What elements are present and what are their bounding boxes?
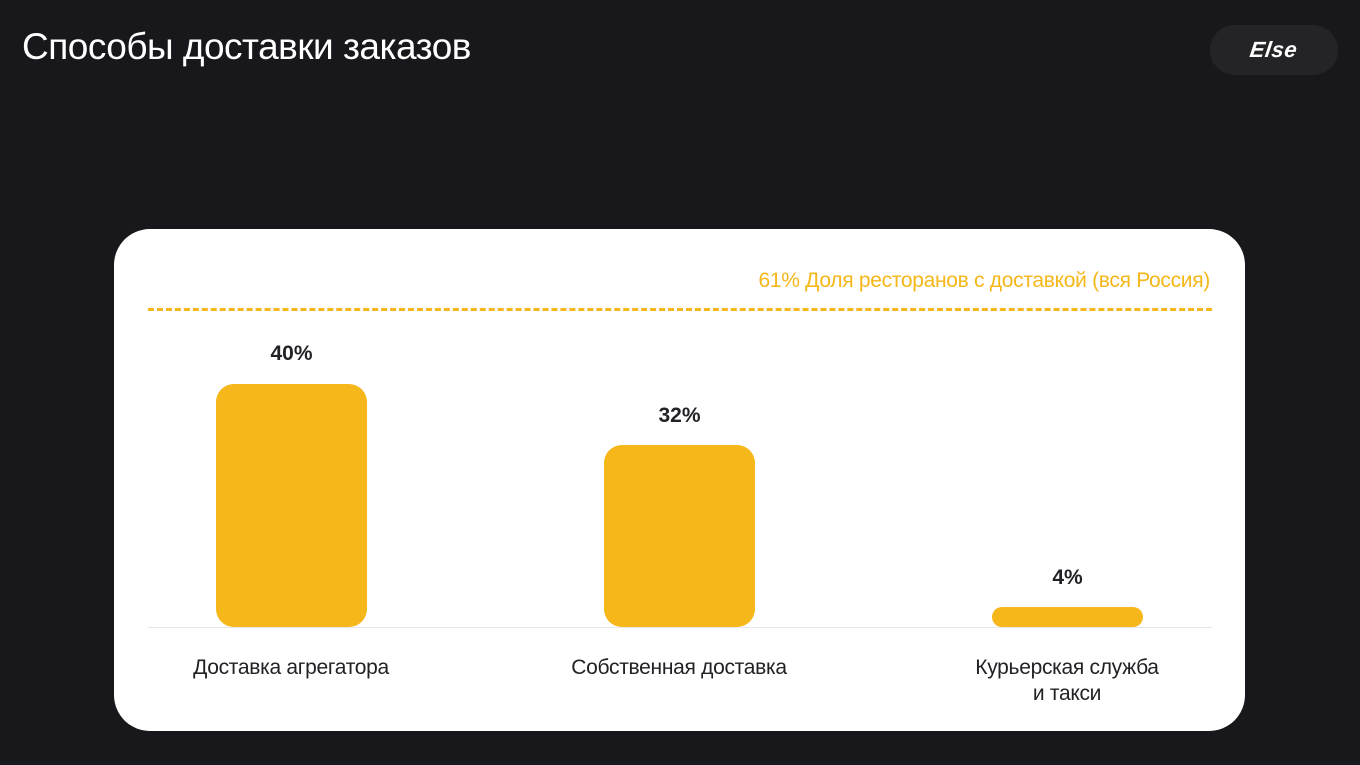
page-title: Способы доставки заказов: [22, 26, 471, 67]
category-label-own: Собственная доставка: [571, 656, 787, 679]
category-label-courier: Курьерская служба и такси: [975, 656, 1159, 705]
bar-courier-taxi: [992, 607, 1143, 627]
bar-group-courier: 4%: [992, 229, 1143, 627]
reference-line: [148, 308, 1212, 311]
bar-value-label: 32%: [658, 404, 701, 427]
bar-value-label: 4%: [1052, 566, 1083, 589]
brand-logo-badge: Else: [1210, 25, 1338, 75]
bar-group-aggregator: 40%: [216, 229, 367, 627]
brand-logo-text: Else: [1248, 37, 1300, 62]
bar-aggregator-delivery: [216, 384, 367, 627]
x-axis-baseline: [148, 627, 1212, 628]
reference-line-label: 61% Доля ресторанов с доставкой (вся Рос…: [758, 269, 1211, 292]
bar-group-own: 32%: [604, 229, 755, 627]
bar-own-delivery: [604, 445, 755, 627]
category-label-aggregator: Доставка агрегатора: [193, 656, 389, 679]
bar-value-label: 40%: [270, 342, 313, 365]
chart-card: 61% Доля ресторанов с доставкой (вся Рос…: [114, 229, 1245, 731]
